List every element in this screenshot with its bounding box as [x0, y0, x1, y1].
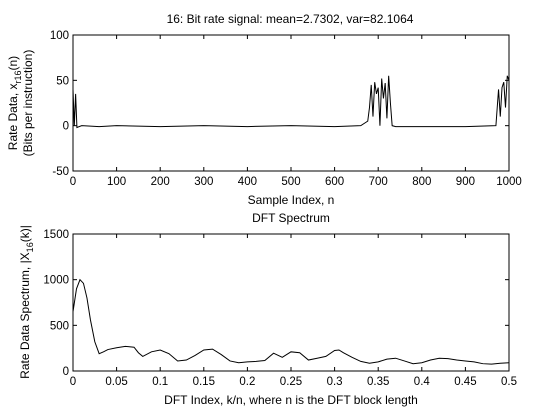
top-x-tick-label: 700 — [369, 176, 388, 188]
top-y-tick-label: -50 — [52, 166, 69, 178]
bottom-x-tick-label: 0.3 — [327, 376, 343, 388]
top-y-axis-label: Rate Data, xr16(n) — [6, 56, 23, 150]
bottom-y-tick-label: 0 — [63, 366, 69, 378]
bottom-ylabel-tail: (k)| — [18, 225, 32, 242]
bottom-axis-ticks: 0 0.05 0.1 0.15 0.2 0.25 0.3 0.35 0.4 0.45 0.5 0 500… — [43, 229, 517, 388]
bottom-x-tick-label: 0.15 — [193, 376, 215, 388]
bottom-x-tick-label: 0.25 — [280, 376, 302, 388]
top-x-axis-label: Sample Index, n — [248, 193, 335, 207]
top-y-tick-label: 0 — [63, 121, 69, 133]
bottom-y-axis-label: Rate Data Spectrum, |X16(k)| — [18, 225, 35, 379]
top-ylabel-tail: (n) — [6, 56, 20, 71]
bottom-series-line — [72, 278, 510, 365]
top-y-tick-label: 50 — [56, 75, 69, 87]
bottom-plot-frame — [72, 233, 510, 372]
top-plot-frame — [72, 34, 510, 172]
top-x-tick-label: 800 — [412, 176, 431, 188]
top-ylabel-main: Rate Data, x — [6, 83, 20, 150]
top-x-tick-label: 300 — [194, 176, 213, 188]
bottom-x-axis-label: DFT Index, k/n, where n is the DFT block… — [164, 393, 418, 407]
top-x-tick-label: 100 — [107, 176, 126, 188]
bottom-y-tick-label: 1000 — [43, 275, 69, 287]
bottom-y-tick-label: 1500 — [43, 229, 69, 241]
top-x-tick-label: 200 — [151, 176, 170, 188]
top-axis-ticks: 0 100 200 300 400 500 600 700 800 900 1000-5005010… — [50, 30, 522, 188]
top-x-tick-label: 900 — [456, 176, 475, 188]
top-x-tick-label: 1000 — [496, 176, 522, 188]
top-y-tick-label: 100 — [50, 30, 69, 42]
top-ylabel-sub: r16 — [13, 70, 23, 83]
top-x-tick-label: 400 — [238, 176, 257, 188]
bottom-x-tick-label: 0.1 — [152, 376, 168, 388]
top-x-tick-label: 600 — [325, 176, 344, 188]
top-ylabel-line2: (Bits per instruction) — [21, 50, 35, 157]
bottom-ylabel-main: Rate Data Spectrum, |X — [18, 252, 32, 379]
bottom-x-tick-label: 0.4 — [414, 376, 431, 388]
top-y-axis-label-2: (Bits per instruction) — [21, 50, 35, 157]
bottom-ylabel-sub: 16 — [25, 242, 35, 252]
bottom-y-tick-label: 500 — [50, 320, 69, 332]
bottom-x-tick-label: 0.5 — [501, 376, 517, 388]
top-x-tick-label: 500 — [281, 176, 300, 188]
top-x-tick-label: 0 — [70, 176, 76, 188]
bottom-x-tick-label: 0.2 — [239, 376, 255, 388]
bottom-chart-title: DFT Spectrum — [252, 211, 330, 225]
svg-text:Rate Data, xr16(n): Rate Data, xr16(n) — [6, 56, 23, 150]
bottom-x-tick-label: 0.35 — [367, 376, 389, 388]
bottom-x-tick-label: 0.05 — [105, 376, 127, 388]
svg-text:Rate Data Spectrum, |X16(k)|: Rate Data Spectrum, |X16(k)| — [18, 225, 35, 379]
top-series-line — [72, 75, 510, 129]
bottom-x-tick-label: 0.45 — [454, 376, 476, 388]
top-chart-title: 16: Bit rate signal: mean=2.7302, var=82… — [167, 12, 414, 26]
bottom-x-tick-label: 0 — [70, 376, 76, 388]
